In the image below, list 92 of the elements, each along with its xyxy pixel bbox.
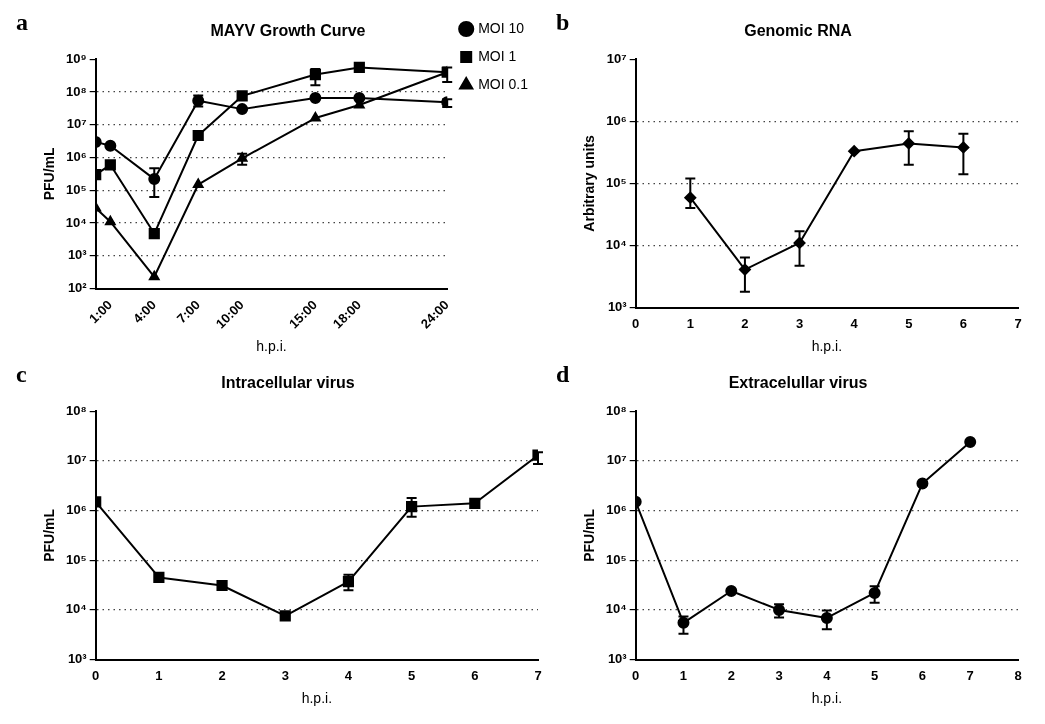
point [236,90,248,102]
point [148,270,160,281]
y-tick-label: 10⁶ [66,149,87,165]
point [105,215,116,226]
point [148,227,160,240]
y-axis-title: PFU/mL [581,508,598,562]
x-tick-label: 4 [850,315,859,331]
x-tick-label: 6 [918,667,927,683]
x-axis-title: h.p.i. [301,690,333,707]
point [192,178,204,189]
y-tick-label: 10⁶ [66,502,87,518]
x-tick-label: 0 [632,315,640,331]
x-tick-label: 5 [408,667,416,683]
x-tick-label: 3 [775,667,783,683]
y-tick-label: 10⁵ [606,174,627,190]
y-tick-label: 10⁷ [606,452,627,468]
legend-label: MOI 1 [478,47,517,64]
y-tick-label: 10⁸ [66,402,87,418]
y-tick-label: 10³ [67,651,88,667]
y-tick-label: 10⁵ [606,551,627,567]
point [916,477,929,490]
y-axis-title: Arbitrary units [581,134,598,232]
y-tick-label: 10⁵ [66,181,87,197]
y-axis-title: PFU/mL [41,147,58,201]
x-tick-label: 2 [218,667,226,683]
text: a [16,9,28,36]
point [353,92,366,105]
point [310,112,321,122]
y-tick-label: 10² [67,280,88,296]
x-tick-label: 7 [534,667,542,683]
y-tick-label: 10⁴ [605,601,627,617]
point [279,610,291,622]
y-axis-title: PFU/mL [41,508,58,562]
x-tick-label: 2 [741,315,749,331]
x-tick-label: 3 [281,667,289,683]
y-tick-label: 10⁹ [66,50,87,66]
point [964,435,977,448]
x-tick-label: 1 [679,667,688,683]
x-tick-label: 7 [966,667,974,683]
text: c [16,361,27,388]
y-tick-label: 10⁷ [66,452,87,468]
y-tick-label: 10³ [607,651,628,667]
x-tick-label: 4 [823,667,832,683]
chart-title: Intracellular virus [221,374,355,392]
y-tick-label: 10³ [67,247,88,263]
y-tick-label: 10⁴ [65,601,87,617]
x-tick-label: 1 [686,315,694,331]
y-tick-label: 10⁴ [65,214,87,230]
chart-title: MAYV Growth Curve [210,22,366,40]
point [848,145,861,158]
y-tick-label: 10⁵ [66,551,87,567]
x-axis-title: h.p.i. [811,338,843,355]
point [216,579,228,592]
text: b [556,9,570,36]
y-tick-label: 10⁸ [606,402,627,418]
y-tick-label: 10⁷ [606,50,627,66]
point [725,585,738,598]
legend-label: MOI 10 [478,19,525,36]
x-tick-label: 0 [92,667,100,683]
point [353,61,365,74]
y-tick-label: 10⁶ [606,112,627,128]
x-tick-label: 8 [1014,667,1022,683]
x-tick-label: 6 [471,667,479,683]
x-axis-title: h.p.i. [256,338,287,355]
x-tick-label: 5 [905,315,913,331]
point [192,129,204,142]
point [153,571,165,584]
x-tick-label: 2 [727,667,735,683]
y-tick-label: 10⁶ [606,502,627,518]
x-tick-label: 7 [1014,315,1022,331]
y-tick-label: 10³ [607,299,628,315]
text: d [556,361,570,388]
x-tick-label: 4 [344,667,353,683]
y-tick-label: 10⁷ [66,116,87,132]
point [469,497,481,509]
point [309,91,322,104]
y-tick-label: 10⁴ [605,237,627,253]
chart-title: Genomic RNA [744,22,853,40]
x-tick-label: 7:00 [173,297,203,327]
x-tick-label: 3 [795,315,804,331]
chart-title: Extracelullar virus [728,374,868,392]
x-axis-title: h.p.i. [811,690,843,707]
x-tick-label: 4:00 [129,297,159,327]
point [236,103,249,116]
x-tick-label: 0 [632,667,640,683]
point [104,139,117,152]
x-tick-label: 1 [155,667,163,683]
y-tick-label: 10⁸ [66,83,87,99]
x-tick-label: 5 [871,667,879,683]
point [104,159,116,171]
x-tick-label: 6 [959,315,967,331]
legend-label: MOI 0.1 [478,75,529,92]
